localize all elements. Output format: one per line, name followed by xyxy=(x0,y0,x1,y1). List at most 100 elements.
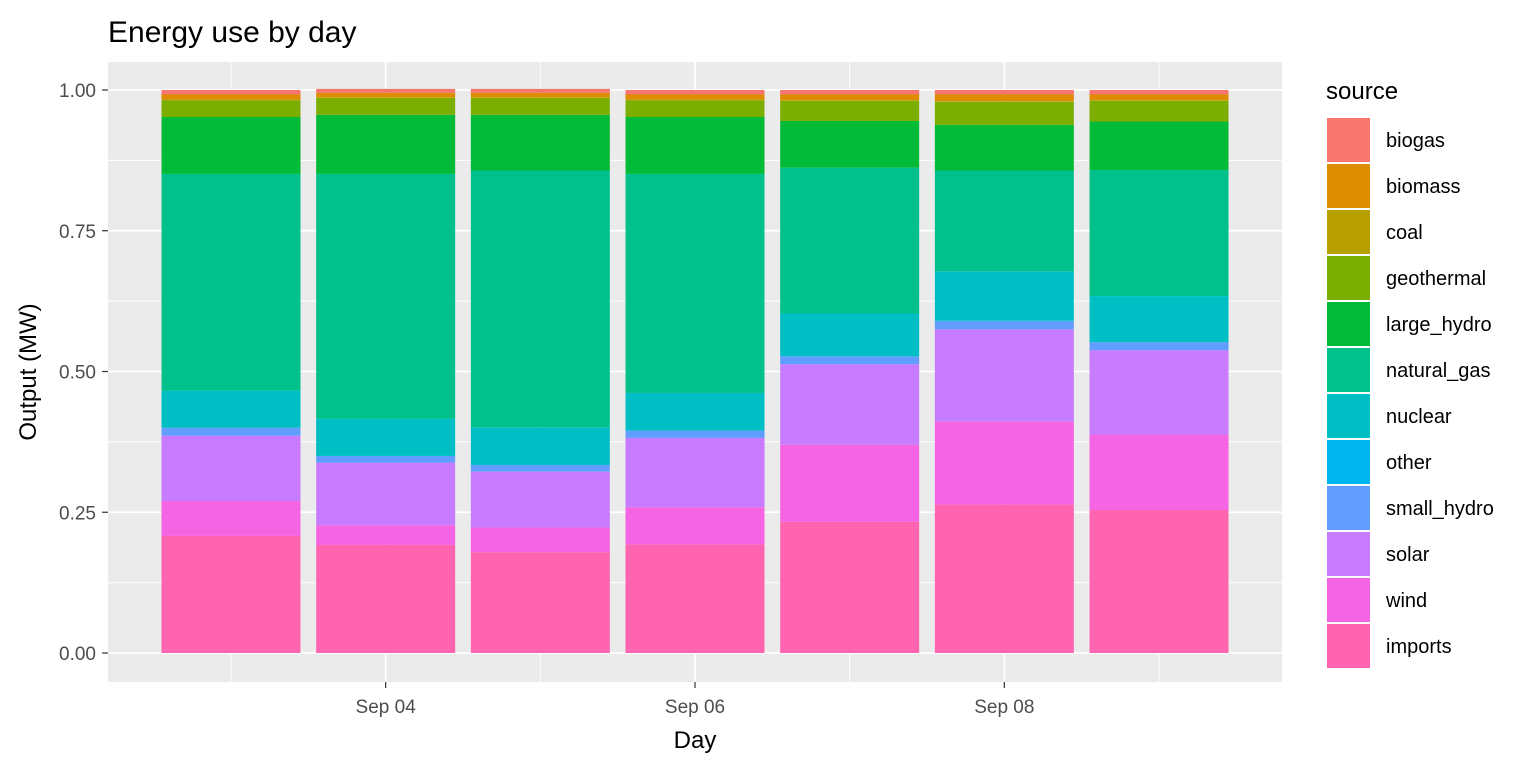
bar-segment-natural-gas xyxy=(470,170,610,428)
bar-segment-wind xyxy=(316,525,456,545)
legend-label-biogas: biogas xyxy=(1386,130,1445,152)
chart-title: Energy use by day xyxy=(108,16,356,49)
legend-label-natural-gas: natural_gas xyxy=(1386,360,1491,382)
legend-label-geothermal: geothermal xyxy=(1386,268,1486,290)
legend-label-nuclear: nuclear xyxy=(1386,406,1452,428)
bar-segment-wind xyxy=(780,444,920,522)
bar-segment-imports xyxy=(316,544,456,653)
bar-segment-coal xyxy=(625,99,765,101)
bar-segment-wind xyxy=(1089,434,1229,510)
legend-key-nuclear xyxy=(1327,394,1370,438)
bar-segment-geothermal xyxy=(470,97,610,115)
y-tick-label: 0.00 xyxy=(59,644,96,665)
legend-key-geothermal xyxy=(1327,256,1370,300)
bar-segment-biomass xyxy=(161,94,301,100)
bar-segment-biomass xyxy=(780,94,920,101)
bar-segment-solar xyxy=(1089,350,1229,435)
bar-segment-wind xyxy=(470,527,610,553)
bar-stack-sep-04 xyxy=(316,88,456,653)
bar-segment-nuclear xyxy=(470,427,610,465)
bar-segment-small-hydro xyxy=(934,320,1074,330)
bar-segment-imports xyxy=(780,521,920,653)
x-axis-title: Day xyxy=(674,727,717,754)
bar-segment-biogas xyxy=(316,88,456,93)
bar-segment-coal xyxy=(316,97,456,98)
bar-segment-biogas xyxy=(625,90,765,95)
legend-key-solar xyxy=(1327,532,1370,576)
legend-label-solar: solar xyxy=(1386,544,1430,566)
bar-segment-solar xyxy=(316,462,456,526)
bar-segment-small-hydro xyxy=(316,455,456,463)
legend-key-imports xyxy=(1327,624,1370,668)
bar-segment-small-hydro xyxy=(161,427,301,436)
bar-segment-coal xyxy=(470,97,610,98)
bar-segment-large-hydro xyxy=(161,117,301,174)
x-axis: Sep 04 Sep 06 Sep 08 xyxy=(356,682,1034,718)
x-tick-label: Sep 06 xyxy=(665,697,725,718)
bar-segment-biomass xyxy=(625,94,765,100)
bar-segment-biogas xyxy=(1089,90,1229,95)
y-tick-label: 1.00 xyxy=(59,81,96,102)
y-tick-label: 0.25 xyxy=(59,503,96,524)
bar-segment-wind xyxy=(161,500,301,536)
bar-segment-solar xyxy=(934,329,1074,422)
bar-segment-nuclear xyxy=(316,418,456,456)
bar-segment-biomass xyxy=(316,92,456,98)
bar-segment-large-hydro xyxy=(780,120,920,168)
bar-segment-natural-gas xyxy=(934,170,1074,272)
legend-title: source xyxy=(1326,78,1398,105)
bar-segment-coal xyxy=(934,101,1074,102)
y-tick-label: 0.75 xyxy=(59,222,96,243)
bar-stack-sep-09 xyxy=(1089,90,1229,653)
legend-key-other xyxy=(1327,440,1370,484)
bar-segment-wind xyxy=(934,421,1074,505)
bar-segment-natural-gas xyxy=(780,167,920,314)
y-tick-label: 0.50 xyxy=(59,363,96,384)
bar-segment-nuclear xyxy=(934,271,1074,321)
bar-segment-natural-gas xyxy=(1089,169,1229,297)
bar-segment-nuclear xyxy=(625,392,765,431)
bar-segment-imports xyxy=(625,544,765,653)
bar-segment-natural-gas xyxy=(316,173,456,419)
bar-segment-geothermal xyxy=(1089,100,1229,122)
legend-key-wind xyxy=(1327,578,1370,622)
bar-segment-biomass xyxy=(470,92,610,98)
bar-segment-biomass xyxy=(934,94,1074,102)
bar-segment-nuclear xyxy=(161,390,301,428)
bar-segment-solar xyxy=(780,364,920,445)
bar-segment-biogas xyxy=(934,90,1074,95)
bar-stack-sep-05 xyxy=(470,88,610,653)
bar-stack-sep-06 xyxy=(625,90,765,653)
legend-key-small-hydro xyxy=(1327,486,1370,530)
legend-label-wind: wind xyxy=(1385,590,1427,612)
legend-label-biomass: biomass xyxy=(1386,176,1460,198)
bar-segment-natural-gas xyxy=(625,173,765,393)
bar-segment-imports xyxy=(161,535,301,653)
bar-segment-large-hydro xyxy=(934,124,1074,171)
bar-segment-biomass xyxy=(1089,94,1229,101)
bar-segment-small-hydro xyxy=(780,356,920,365)
bar-segment-solar xyxy=(470,471,610,528)
legend-label-small-hydro: small_hydro xyxy=(1386,498,1494,520)
legend-key-coal xyxy=(1327,210,1370,254)
bar-stack-sep-07 xyxy=(780,90,920,653)
bar-segment-small-hydro xyxy=(625,430,765,438)
bar-segment-coal xyxy=(1089,100,1229,101)
y-axis-title: Output (MW) xyxy=(15,303,42,440)
legend: source biogas biomass coal geothermal large_… xyxy=(1326,78,1494,668)
y-axis: 0.00 0.25 0.50 0.75 1.00 xyxy=(59,81,108,665)
legend-key-biomass xyxy=(1327,164,1370,208)
legend-key-natural-gas xyxy=(1327,348,1370,392)
bars xyxy=(161,88,1229,653)
bar-segment-imports xyxy=(934,504,1074,653)
bar-stack-sep-03 xyxy=(161,90,301,653)
bar-segment-solar xyxy=(625,437,765,508)
bar-segment-geothermal xyxy=(780,100,920,121)
bar-segment-large-hydro xyxy=(625,117,765,174)
legend-key-biogas xyxy=(1327,118,1370,162)
x-tick-label: Sep 04 xyxy=(356,697,417,718)
bar-segment-imports xyxy=(1089,509,1229,653)
bar-segment-wind xyxy=(625,507,765,545)
bar-stack-sep-08 xyxy=(934,90,1074,653)
